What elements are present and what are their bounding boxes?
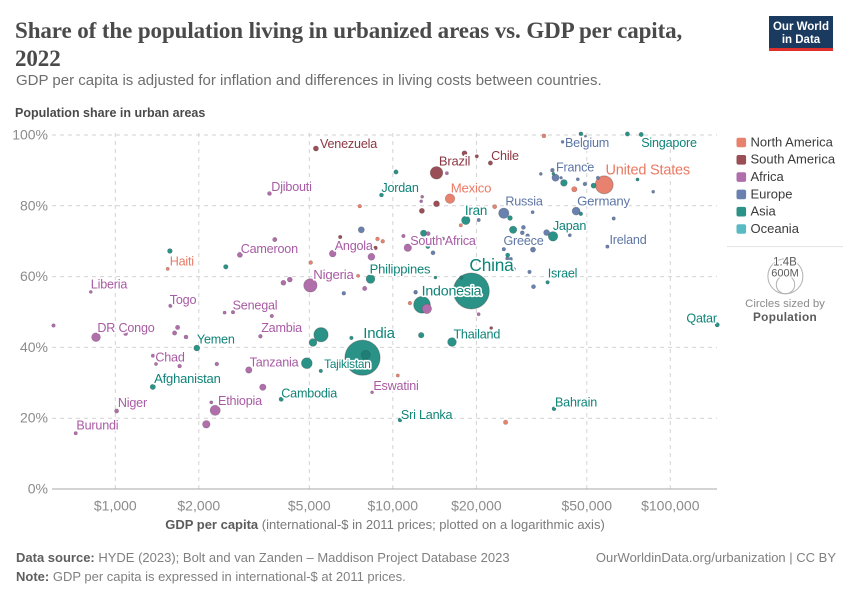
- svg-text:0%: 0%: [28, 481, 48, 497]
- svg-text:North America: North America: [751, 134, 834, 149]
- svg-text:Angola: Angola: [335, 239, 373, 253]
- svg-text:600M: 600M: [771, 268, 799, 280]
- svg-text:Africa: Africa: [751, 169, 785, 184]
- svg-text:Togo: Togo: [170, 293, 197, 307]
- svg-text:Greece: Greece: [503, 234, 543, 248]
- svg-text:Cambodia: Cambodia: [281, 387, 337, 401]
- svg-text:United States: United States: [606, 163, 690, 179]
- svg-text:Eswatini: Eswatini: [373, 379, 418, 393]
- svg-text:South America: South America: [751, 152, 836, 167]
- svg-text:Jordan: Jordan: [381, 181, 419, 195]
- svg-text:Liberia: Liberia: [91, 277, 128, 291]
- svg-text:$5,000: $5,000: [288, 498, 331, 514]
- svg-text:Ireland: Ireland: [609, 233, 646, 247]
- svg-text:Zambia: Zambia: [261, 321, 302, 335]
- svg-text:Japan: Japan: [553, 219, 587, 233]
- svg-text:$1,000: $1,000: [94, 498, 137, 514]
- svg-text:Russia: Russia: [505, 195, 542, 209]
- svg-text:20%: 20%: [20, 410, 48, 426]
- svg-text:1.4B: 1.4B: [773, 257, 797, 269]
- svg-text:GDP per capita (international-: GDP per capita (international-$ in 2011 …: [165, 517, 605, 532]
- svg-text:Philippines: Philippines: [370, 262, 431, 277]
- svg-text:Chad: Chad: [155, 351, 185, 365]
- svg-text:Cameroon: Cameroon: [241, 242, 298, 256]
- svg-text:60%: 60%: [20, 268, 48, 284]
- svg-text:80%: 80%: [20, 197, 48, 213]
- svg-text:Qatar: Qatar: [686, 312, 717, 326]
- svg-text:Yemen: Yemen: [197, 333, 235, 347]
- svg-text:Haiti: Haiti: [170, 255, 194, 269]
- svg-text:$2,000: $2,000: [177, 498, 220, 514]
- svg-text:Brazil: Brazil: [439, 154, 471, 169]
- svg-text:China: China: [469, 255, 514, 275]
- svg-text:40%: 40%: [20, 339, 48, 355]
- svg-text:$100,000: $100,000: [641, 498, 700, 514]
- svg-text:India: India: [363, 325, 395, 342]
- svg-text:100%: 100%: [12, 127, 48, 143]
- svg-text:Tanzania: Tanzania: [250, 356, 299, 370]
- svg-text:Oceania: Oceania: [751, 221, 800, 236]
- svg-text:Venezuela: Venezuela: [320, 137, 377, 151]
- svg-text:Mexico: Mexico: [451, 181, 492, 196]
- svg-text:South Africa: South Africa: [410, 234, 476, 248]
- svg-text:Asia: Asia: [751, 204, 777, 219]
- svg-text:Niger: Niger: [118, 396, 147, 410]
- svg-text:Nigeria: Nigeria: [313, 267, 354, 282]
- svg-text:Indonesia: Indonesia: [422, 284, 482, 300]
- svg-text:Thailand: Thailand: [453, 328, 500, 342]
- svg-text:Israel: Israel: [548, 267, 578, 281]
- svg-text:Burundi: Burundi: [76, 419, 118, 433]
- svg-text:Belgium: Belgium: [565, 136, 609, 150]
- svg-text:Singapore: Singapore: [641, 136, 697, 150]
- svg-text:Senegal: Senegal: [233, 299, 278, 313]
- svg-text:Population: Population: [753, 310, 817, 324]
- svg-text:Sri Lanka: Sri Lanka: [401, 408, 453, 422]
- svg-text:Circles sized by: Circles sized by: [745, 298, 825, 310]
- svg-text:Chile: Chile: [491, 149, 519, 163]
- svg-text:Iran: Iran: [465, 203, 487, 218]
- svg-text:Germany: Germany: [577, 194, 630, 209]
- svg-text:DR Congo: DR Congo: [97, 321, 154, 335]
- svg-text:Bahrain: Bahrain: [555, 396, 597, 410]
- svg-text:Tajikistan: Tajikistan: [324, 357, 371, 371]
- svg-text:$10,000: $10,000: [367, 498, 418, 514]
- svg-text:France: France: [556, 161, 594, 175]
- svg-text:$20,000: $20,000: [451, 498, 502, 514]
- svg-text:Djibouti: Djibouti: [271, 180, 311, 194]
- svg-text:Afghanistan: Afghanistan: [154, 371, 220, 386]
- svg-text:$50,000: $50,000: [561, 498, 612, 514]
- svg-text:Europe: Europe: [751, 186, 793, 201]
- svg-text:Ethiopia: Ethiopia: [218, 394, 262, 408]
